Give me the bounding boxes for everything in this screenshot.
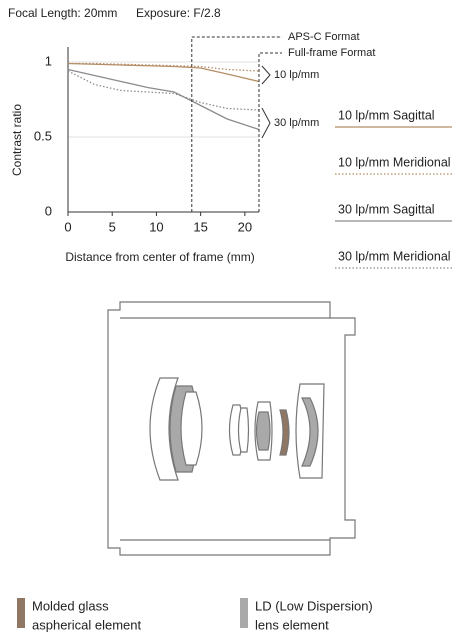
series-line: [67, 68, 260, 131]
ld-element: [255, 411, 271, 451]
lens-element: [180, 391, 203, 466]
y-axis-label: Contrast ratio: [10, 104, 24, 176]
group-label: 10 lp/mm: [274, 69, 319, 81]
format-label: APS-C Format: [288, 31, 360, 43]
group-bracket: [261, 107, 271, 139]
lens-swatch: [17, 598, 25, 628]
format-label: Full-frame Format: [288, 47, 375, 59]
lens-element: [237, 407, 250, 453]
lens-legend-label: Molded glass: [32, 598, 109, 613]
legend-label: 10 lp/mm Meridional: [338, 155, 451, 169]
ld-element: [301, 397, 319, 467]
y-tick-label: 1: [45, 53, 52, 68]
lens-legend-label: lens element: [255, 617, 329, 632]
lens-element: [149, 377, 179, 481]
format-boundary: [191, 36, 282, 212]
lens-legend-label: aspherical element: [32, 617, 142, 632]
focal-length: Focal Length: 20mm: [8, 6, 117, 20]
x-tick-label: 0: [64, 219, 71, 234]
legend-label: 30 lp/mm Meridional: [338, 249, 451, 263]
group-bracket: [261, 65, 271, 85]
legend-label: 10 lp/mm Sagittal: [338, 108, 435, 122]
y-tick-label: 0.5: [34, 128, 52, 143]
x-tick-label: 20: [238, 219, 252, 234]
x-tick-label: 10: [149, 219, 163, 234]
barrel-inner: [120, 317, 330, 541]
series-line: [68, 62, 260, 72]
group-label: 30 lp/mm: [274, 117, 319, 129]
lens-diagram: [107, 301, 356, 556]
x-tick-label: 15: [193, 219, 207, 234]
format-boundary: [258, 52, 282, 212]
aspherical-element: [279, 409, 290, 456]
x-tick-label: 5: [109, 219, 116, 234]
lens-legend-label: LD (Low Dispersion): [255, 598, 373, 613]
x-axis-label: Distance from center of frame (mm): [65, 250, 254, 264]
exposure: Exposure: F/2.8: [136, 6, 221, 20]
lens-swatch: [240, 598, 248, 628]
barrel: [107, 301, 356, 556]
y-tick-label: 0: [45, 203, 52, 218]
series-line: [67, 62, 260, 83]
legend-label: 30 lp/mm Sagittal: [338, 202, 435, 216]
